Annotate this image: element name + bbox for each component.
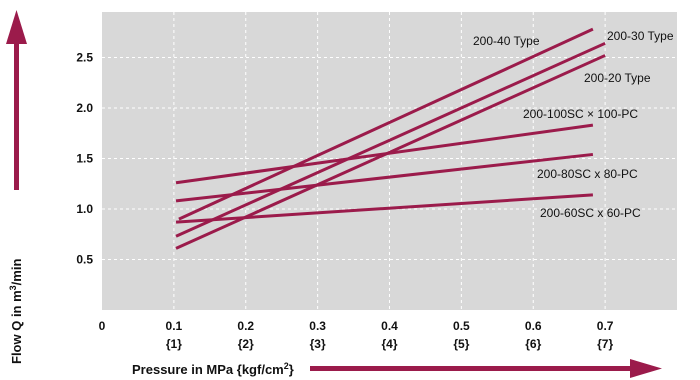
y-axis-title-tail: /min [9, 259, 24, 286]
y-tick-label-2: 1.5 [76, 151, 93, 165]
y-axis-title: Flow Q in m3/min [8, 259, 24, 364]
x-axis-title-main: Pressure in MPa {kgf/cm [132, 362, 284, 377]
y-tick-labels: 0.5 1.0 1.5 2.0 2.5 [76, 50, 93, 266]
x-tick-label-1: 0.1 [166, 319, 183, 333]
y-tick-label-0: 0.5 [76, 252, 93, 266]
y-tick-label-4: 2.5 [76, 50, 93, 64]
x-tick-label-6: 0.6 [525, 319, 542, 333]
x-tick-label-7: 0.7 [597, 319, 614, 333]
series-line-1 [175, 41, 606, 238]
x-tick-sublabel-2: {2} [238, 337, 254, 351]
x-tick-sublabel-4: {4} [381, 337, 397, 351]
series-line-3 [175, 123, 594, 185]
series-label-200-20: 200-20 Type [584, 71, 651, 85]
series-line-4 [175, 152, 594, 203]
grid-lines [102, 12, 677, 310]
x-tick-sublabel-5: {5} [453, 337, 469, 351]
x-axis-arrow [310, 359, 662, 378]
x-tick-sublabel-3: {3} [310, 337, 326, 351]
y-axis-arrow [6, 10, 27, 190]
x-axis-title-tail: } [289, 362, 294, 377]
y-axis-title-sup: 3 [8, 285, 18, 290]
x-tick-label-2: 0.2 [237, 319, 254, 333]
x-tick-label-0: 0 [99, 319, 106, 333]
x-tick-sublabel-1: {1} [166, 337, 182, 351]
y-tick-label-3: 2.0 [76, 101, 93, 115]
x-tick-label-5: 0.5 [453, 319, 470, 333]
x-axis-title-sup: 2 [284, 361, 289, 371]
series-label-200-80sc: 200-80SC x 80-PC [537, 167, 638, 181]
series-lines [175, 27, 606, 250]
y-tick-label-1: 1.0 [76, 202, 93, 216]
y-axis-title-main: Flow Q in m [9, 290, 24, 364]
series-line-0 [178, 27, 594, 221]
x-tick-sublabel-7: {7} [597, 337, 613, 351]
series-line-5 [175, 193, 594, 224]
x-tick-sublabel-6: {6} [525, 337, 541, 351]
series-label-200-40: 200-40 Type [473, 34, 540, 48]
x-tick-label-4: 0.4 [381, 319, 398, 333]
series-labels: 200-40 Type 200-30 Type 200-20 Type 200-… [473, 29, 674, 220]
x-tick-label-3: 0.3 [309, 319, 326, 333]
series-label-200-30: 200-30 Type [607, 29, 674, 43]
series-label-200-60sc: 200-60SC x 60-PC [540, 206, 641, 220]
x-axis-title: Pressure in MPa {kgf/cm2} [132, 361, 294, 377]
x-tick-labels: 0 0.1 {1} 0.2 {2} 0.3 {3} 0.4 {4} 0.5 {5} 0.6 {6} 0.7… [99, 319, 614, 351]
series-label-200-100sc: 200-100SC × 100-PC [523, 107, 638, 121]
